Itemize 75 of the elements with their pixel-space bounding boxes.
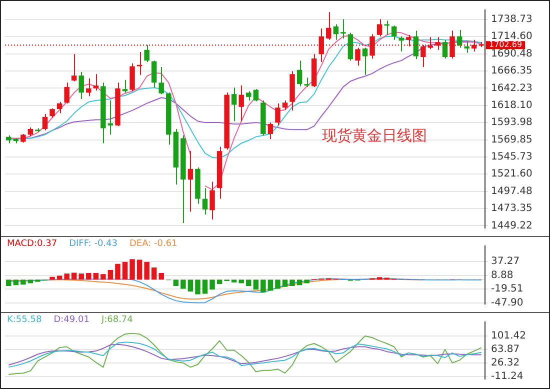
y-tick-label: 1545.73: [491, 152, 532, 163]
bar: [238, 280, 244, 284]
bar: [122, 262, 128, 280]
y-tick-label: -11.24: [491, 370, 524, 382]
bar: [151, 267, 157, 280]
ref-line-label: 1702.69: [489, 40, 522, 50]
y-tick-label: 37.27: [491, 256, 520, 268]
bar: [304, 280, 310, 284]
y-tick-label: 1714.60: [491, 31, 532, 42]
bar: [195, 280, 200, 294]
y-tick-label: 101.42: [491, 330, 526, 342]
bar: [158, 273, 164, 280]
bar: [216, 280, 222, 284]
bar: [253, 280, 259, 290]
y-tick-label: 8.88: [491, 270, 514, 281]
y-tick-label: 1642.23: [491, 82, 532, 94]
y-tick-label: 63.87: [491, 344, 520, 356]
text: K:55.58: [7, 315, 42, 325]
bar: [100, 274, 106, 280]
candlestick: [246, 90, 252, 101]
y-tick-label: 1497.48: [491, 186, 532, 197]
bar: [64, 274, 70, 280]
y-tick-label: 1521.60: [491, 168, 532, 180]
y-tick-label: 26.32: [491, 357, 520, 368]
bar: [20, 280, 26, 285]
bar: [231, 280, 237, 282]
bar: [13, 280, 19, 286]
candlestick: [20, 133, 26, 144]
y-tick-label: 1473.35: [491, 203, 532, 214]
text: D:49.01: [54, 315, 90, 325]
candlestick: [406, 34, 412, 47]
text: DEA: -0.61: [129, 239, 178, 249]
y-tick-label: 1449.22: [491, 220, 532, 232]
bar: [6, 280, 12, 286]
bar: [188, 280, 194, 292]
bar: [71, 272, 77, 280]
bar: [173, 280, 179, 286]
bar: [268, 280, 274, 291]
y-tick-label: 1569.85: [491, 134, 532, 146]
bar: [108, 270, 114, 280]
text: DIFF: -0.43: [69, 239, 118, 249]
series-label: J:68.74: [101, 315, 133, 325]
bar: [115, 264, 120, 280]
bar: [130, 259, 135, 280]
bar: [78, 274, 84, 280]
bar: [275, 280, 280, 289]
y-tick-label: 1618.10: [491, 100, 532, 111]
y-tick-label: -19.51: [491, 284, 524, 295]
bar: [282, 280, 288, 287]
bar: [86, 273, 92, 280]
y-tick-label: 1738.73: [491, 14, 532, 26]
candlestick: [35, 128, 40, 132]
y-tick-label: 1690.48: [491, 48, 532, 60]
bar: [376, 277, 382, 280]
y-tick-label: -47.90: [491, 298, 524, 309]
annotation: 现货黄金日线图: [322, 126, 428, 144]
bar: [260, 280, 266, 292]
text: MACD:0.37: [7, 239, 58, 249]
bar: [296, 280, 302, 286]
candlestick: [384, 20, 390, 36]
y-tick-label: 1593.98: [491, 117, 532, 128]
bar: [28, 280, 34, 284]
bar: [93, 273, 99, 280]
bar: [144, 262, 150, 280]
bar: [136, 260, 142, 280]
candlestick: [340, 18, 346, 39]
bar: [56, 276, 62, 280]
bar: [202, 280, 208, 294]
bar: [210, 280, 215, 290]
bar: [180, 280, 186, 289]
bar: [246, 280, 252, 286]
bar: [290, 280, 295, 286]
y-tick-label: 1666.35: [491, 66, 532, 77]
bar: [50, 276, 55, 280]
candlestick: [304, 77, 310, 88]
